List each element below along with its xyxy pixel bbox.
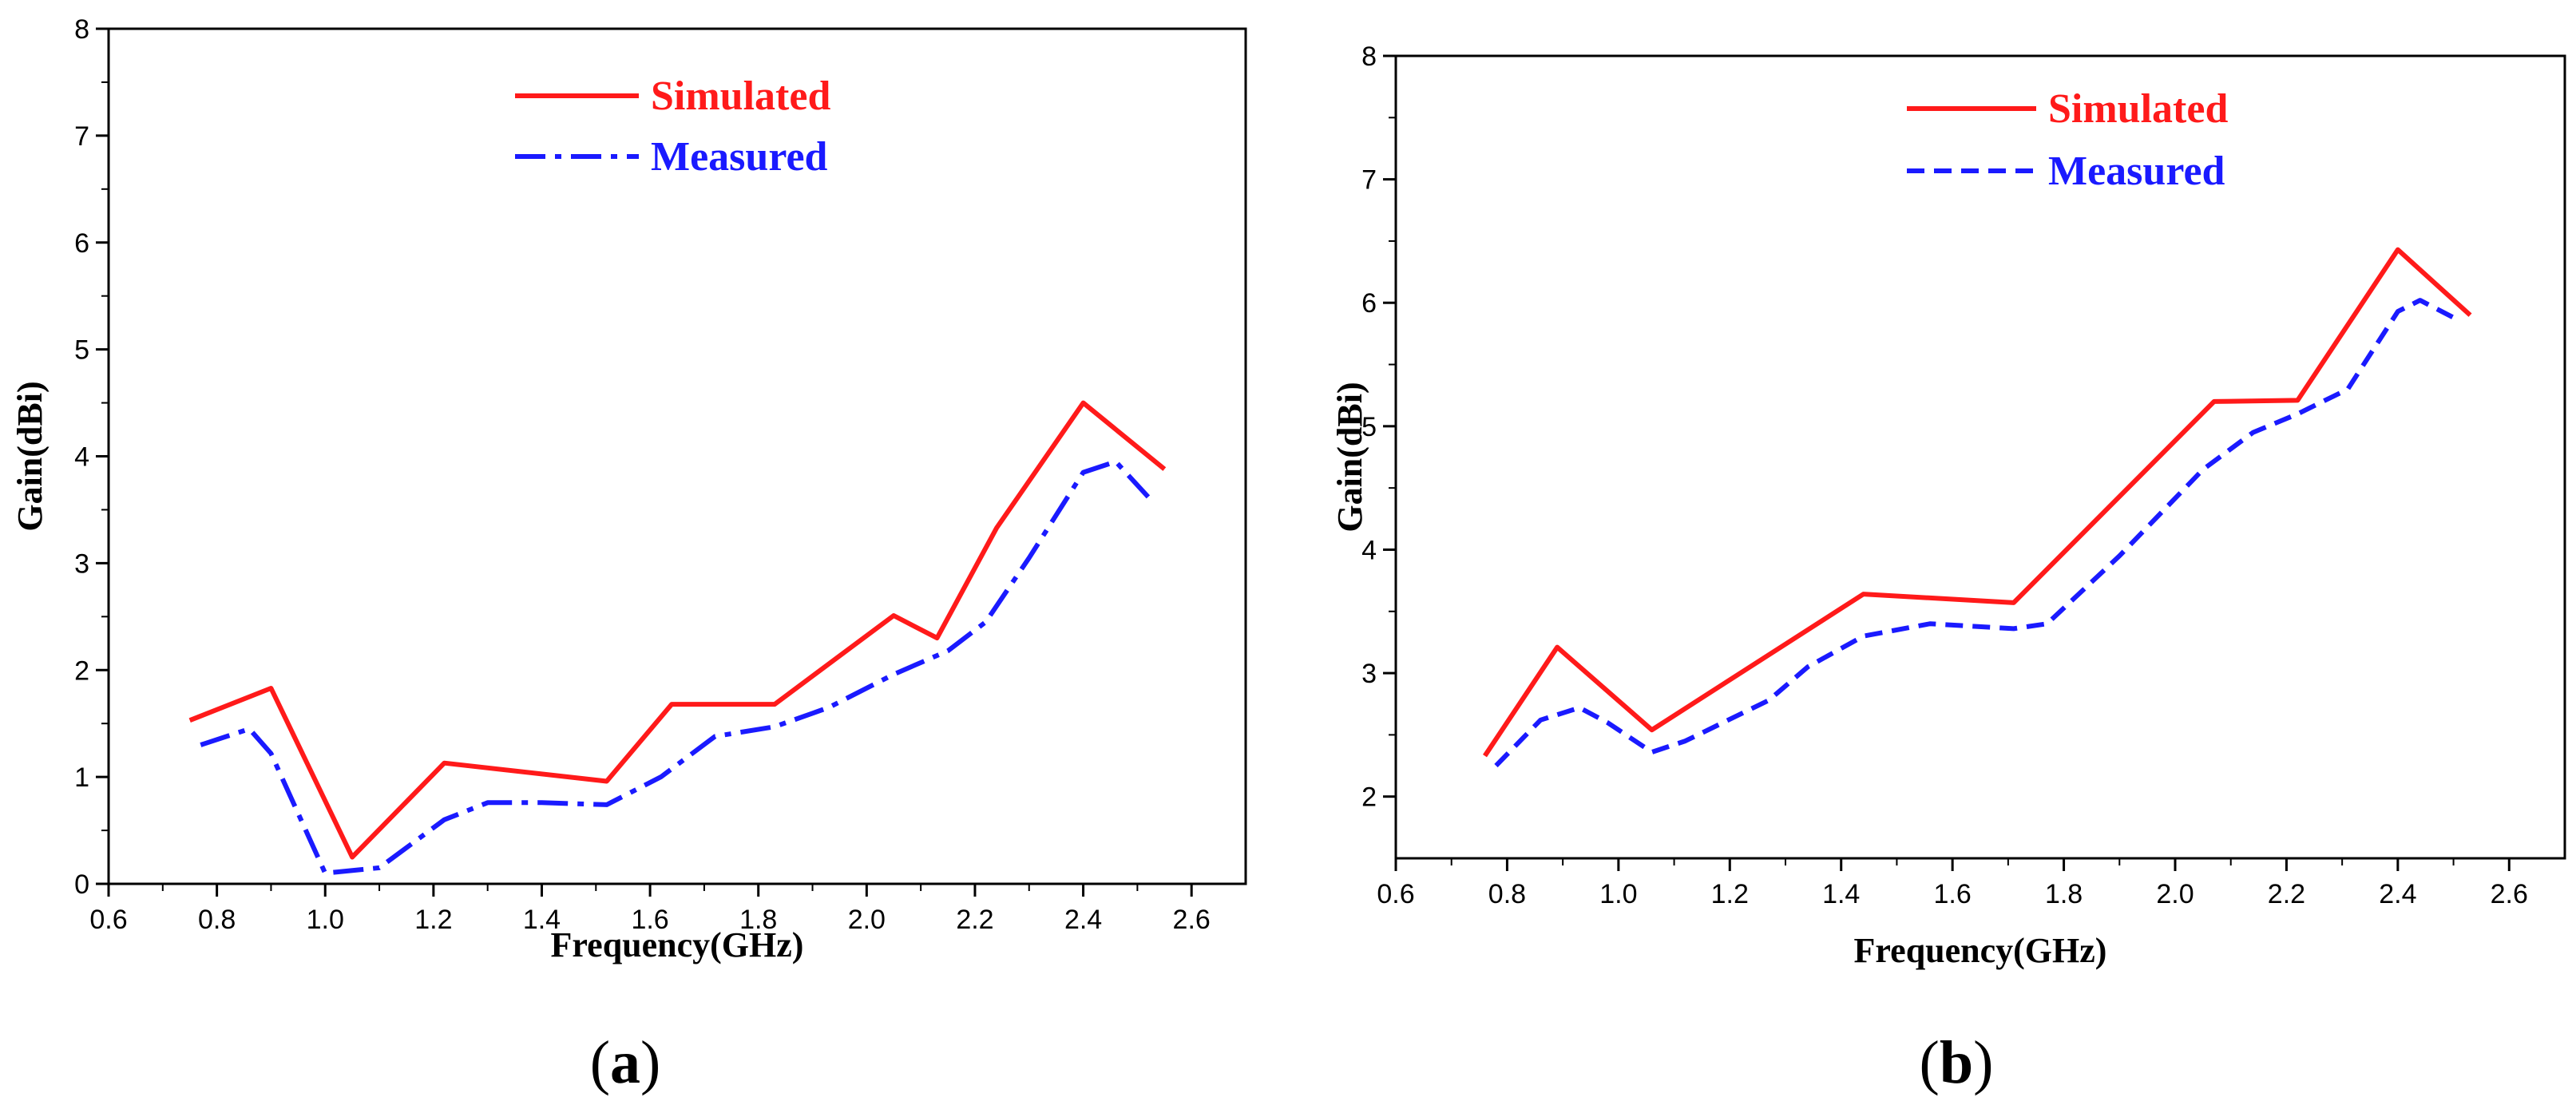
chart-panel-a: 0.6 0.8 1.0 1.2 1.4 1.6 1.8 2.0 2.2 2.4 2.6 0 1 2 3 4 5 6… <box>10 14 1247 1096</box>
plot-area-frame <box>1394 54 2566 860</box>
series-line-measured <box>1494 298 2455 768</box>
legend-label-simulated: Simulated <box>2048 86 2228 132</box>
y-tick-label: 5 <box>1361 412 1377 442</box>
legend: Simulated Measured <box>1907 86 2228 194</box>
y-tick-label: 7 <box>1361 165 1377 196</box>
y-tick-label: 3 <box>1361 659 1377 689</box>
x-tick-label: 1.4 <box>1822 879 1860 909</box>
x-tick-label: 1.2 <box>1711 879 1749 909</box>
x-tick-label: 1.8 <box>739 905 777 935</box>
y-axis-label: Gain(dBi) <box>1330 382 1369 532</box>
panel-caption-a: (a) <box>590 1029 661 1096</box>
x-tick-label: 1.6 <box>631 905 668 935</box>
y-tick-label: 7 <box>74 121 89 152</box>
panel-caption-b: (b) <box>1920 1029 1994 1096</box>
x-tick-label: 2.0 <box>848 905 886 935</box>
x-tick-label: 2.2 <box>2268 879 2305 909</box>
y-tick-label: 5 <box>74 335 89 366</box>
x-tick-label: 1.2 <box>414 905 452 935</box>
x-tick-label: 2.2 <box>956 905 993 935</box>
series-line-simulated <box>1483 247 2472 758</box>
legend-label-simulated: Simulated <box>651 73 830 119</box>
x-tick-label: 0.8 <box>198 905 236 935</box>
y-tick-label: 6 <box>74 228 89 259</box>
y-tick-label: 4 <box>1361 535 1377 565</box>
x-tick-label: 2.0 <box>2156 879 2194 909</box>
legend-label-measured: Measured <box>2048 149 2225 194</box>
series-line-simulated <box>188 400 1167 860</box>
x-tick-label: 0.8 <box>1488 879 1526 909</box>
y-tick-label: 2 <box>1361 782 1377 813</box>
x-tick-label: 2.6 <box>1173 905 1211 935</box>
x-tick-label: 2.6 <box>2491 879 2528 909</box>
chart-panel-b: 0.6 0.8 1.0 1.2 1.4 1.6 1.8 2.0 2.2 2.4 2.6 2 3 4 5 6 7 8… <box>1330 42 2566 1096</box>
x-tick-label: 2.4 <box>1064 905 1102 935</box>
legend-label-measured: Measured <box>651 134 828 180</box>
x-tick-label: 2.4 <box>2379 879 2416 909</box>
x-tick-label: 1.4 <box>523 905 561 935</box>
y-tick-label: 8 <box>1361 42 1377 72</box>
y-tick-label: 2 <box>74 655 89 686</box>
series-line-measured <box>200 459 1151 876</box>
y-tick-label: 3 <box>74 549 89 579</box>
x-tick-label: 0.6 <box>1377 879 1414 909</box>
y-tick-label: 0 <box>74 869 89 900</box>
x-tick-label: 1.0 <box>1599 879 1637 909</box>
y-tick-label: 4 <box>74 442 89 473</box>
y-tick-label: 6 <box>1361 288 1377 319</box>
x-tick-label: 0.6 <box>89 905 127 935</box>
x-tick-label: 1.8 <box>2045 879 2083 909</box>
y-axis-label: Gain(dBi) <box>10 381 50 531</box>
y-tick-label: 8 <box>74 14 89 45</box>
y-tick-label: 1 <box>74 762 89 793</box>
legend: Simulated Measured <box>515 73 830 180</box>
x-tick-label: 1.6 <box>1934 879 1972 909</box>
x-tick-label: 1.0 <box>307 905 344 935</box>
x-axis-label: Frequency(GHz) <box>1854 931 2107 970</box>
x-axis-label: Frequency(GHz) <box>551 925 804 964</box>
